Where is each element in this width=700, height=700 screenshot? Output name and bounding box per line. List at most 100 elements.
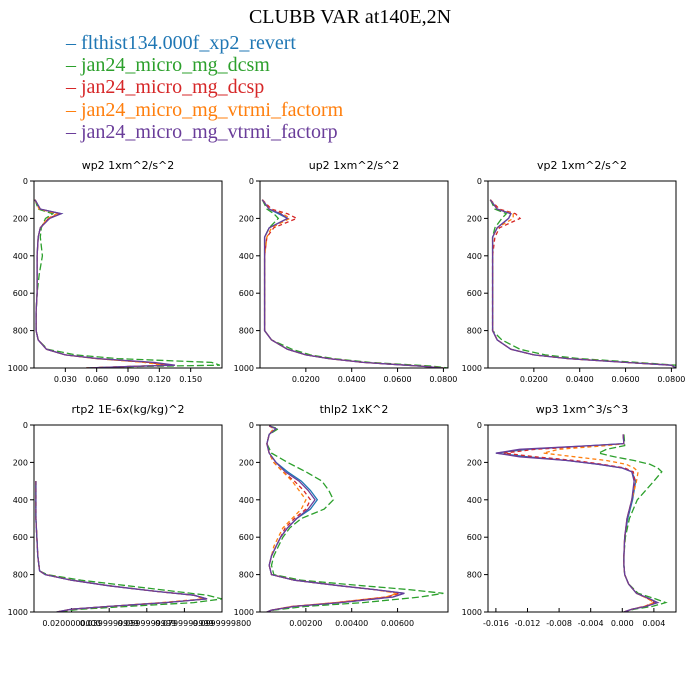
legend-dash: – <box>66 120 81 143</box>
y-tick-label: 800 <box>13 571 28 580</box>
y-tick-label: 400 <box>467 496 482 505</box>
chart-panel: thlp2 1xK^2 0 200 400 600 800 1000 0.00200 0.004… <box>234 403 449 628</box>
plot-frame <box>487 180 677 369</box>
x-tick-label: 0.0200 <box>292 375 320 384</box>
y-tick-label: 1000 <box>234 608 254 617</box>
series-line <box>34 199 221 368</box>
x-tick-label: 0.000 <box>611 619 634 628</box>
chart-panel: vp2 1xm^2/s^2 0 200 400 600 800 1000 0.0200 0.04… <box>462 159 686 384</box>
legend-label: jan24_micro_mg_vtrmi_factorp <box>81 120 338 143</box>
series-line <box>34 199 165 368</box>
y-tick-label: 600 <box>239 289 254 298</box>
legend: – flthist134.000f_xp2_revert – jan24_mic… <box>66 32 343 143</box>
legend-dash: – <box>66 76 81 99</box>
legend-item: – flthist134.000f_xp2_revert <box>66 32 343 54</box>
y-tick-label: 400 <box>239 252 254 261</box>
y-tick-label: 1000 <box>8 608 28 617</box>
plot-frame <box>259 180 449 369</box>
series-line <box>489 199 676 368</box>
plot-frame <box>33 180 223 369</box>
x-tick-label: 0.00200 <box>289 619 322 628</box>
series-line <box>489 199 676 368</box>
x-tick-label: 0.00400 <box>335 619 368 628</box>
legend-item: – jan24_micro_mg_vtrmi_factorp <box>66 121 343 143</box>
series-line <box>489 199 676 368</box>
series-line <box>261 199 448 368</box>
legend-dash: – <box>66 32 81 54</box>
y-tick-label: 400 <box>467 252 482 261</box>
y-tick-label: 600 <box>13 533 28 542</box>
series-line <box>34 199 176 368</box>
x-tick-label: 0.030 <box>54 375 77 384</box>
series-line <box>489 199 676 368</box>
y-tick-label: 0 <box>249 177 254 186</box>
x-tick-label: 0.004 <box>642 619 665 628</box>
panel-title: thlp2 1xK^2 <box>320 403 389 416</box>
panel-title: wp2 1xm^2/s^2 <box>82 159 175 172</box>
x-tick-label: -0.012 <box>515 619 541 628</box>
figure-title: CLUBB VAR at140E,2N <box>248 6 452 28</box>
y-tick-label: 0 <box>23 177 28 186</box>
plot-frame <box>33 424 223 613</box>
x-tick-label: 0.150 <box>179 375 202 384</box>
x-tick-label: 0.0800 <box>429 375 457 384</box>
y-tick-label: 600 <box>13 289 28 298</box>
legend-label: jan24_micro_mg_dcsp <box>81 76 265 99</box>
x-tick-label: 0.0800 <box>657 375 685 384</box>
x-tick-label: 0.0400 <box>338 375 366 384</box>
series-line <box>35 481 208 612</box>
y-tick-label: 200 <box>239 458 254 467</box>
y-tick-label: 200 <box>467 458 482 467</box>
y-tick-label: 600 <box>467 289 482 298</box>
plot-frame <box>259 424 449 613</box>
chart-panel: wp3 1xm^3/s^3 0 200 400 600 800 1000-0.016 -0.0… <box>462 403 677 628</box>
y-tick-label: 0 <box>23 421 28 430</box>
legend-item: – jan24_micro_mg_vtrmi_factorm <box>66 99 343 121</box>
series-line <box>503 434 656 612</box>
x-tick-label: 0.0399999999 <box>80 619 139 628</box>
series-line <box>261 199 444 368</box>
plot-frame <box>487 424 677 613</box>
chart-panel: up2 1xm^2/s^2 0 200 400 600 800 1000 0.0200 0.04… <box>234 159 458 384</box>
panel-title: rtp2 1E-6x(kg/kg)^2 <box>72 403 185 416</box>
legend-dash: – <box>66 54 81 77</box>
y-tick-label: 200 <box>239 214 254 223</box>
y-tick-label: 200 <box>13 458 28 467</box>
series-line <box>266 425 405 612</box>
panel-title: vp2 1xm^2/s^2 <box>537 159 627 172</box>
x-tick-label: -0.004 <box>578 619 604 628</box>
chart-panel: wp2 1xm^2/s^2 0 200 400 600 800 1000 0.030 0.060… <box>8 159 223 384</box>
series-line <box>34 199 170 368</box>
x-tick-label: 0.0599999999 <box>118 619 177 628</box>
y-tick-label: 600 <box>239 533 254 542</box>
panel-title: wp3 1xm^3/s^3 <box>536 403 629 416</box>
y-tick-label: 1000 <box>462 608 482 617</box>
y-tick-label: 0 <box>249 421 254 430</box>
series-line <box>489 199 676 368</box>
y-tick-label: 400 <box>13 496 28 505</box>
y-tick-label: 0 <box>477 177 482 186</box>
panel-title: up2 1xm^2/s^2 <box>309 159 400 172</box>
chart-panel: rtp2 1E-6x(kg/kg)^2 0 200 400 600 800 1000 0.02… <box>8 403 252 628</box>
series-line <box>34 199 170 368</box>
x-tick-label: -0.008 <box>546 619 572 628</box>
x-tick-label: 0.00600 <box>381 619 414 628</box>
series-line <box>266 425 401 612</box>
series-line <box>266 425 405 612</box>
x-tick-label: 0.120 <box>148 375 171 384</box>
y-tick-label: 800 <box>467 571 482 580</box>
x-tick-label: 0.0600 <box>612 375 640 384</box>
series-line <box>596 434 668 612</box>
x-tick-label: 0.0200000000 <box>42 619 101 628</box>
y-tick-label: 200 <box>467 214 482 223</box>
series-line <box>35 481 222 612</box>
series-line <box>543 434 656 612</box>
y-tick-label: 1000 <box>8 364 28 373</box>
legend-item: – jan24_micro_mg_dcsm <box>66 54 343 76</box>
x-tick-label: 0.0400 <box>566 375 594 384</box>
series-line <box>266 425 398 612</box>
y-tick-label: 800 <box>467 327 482 336</box>
y-tick-label: 0 <box>477 421 482 430</box>
